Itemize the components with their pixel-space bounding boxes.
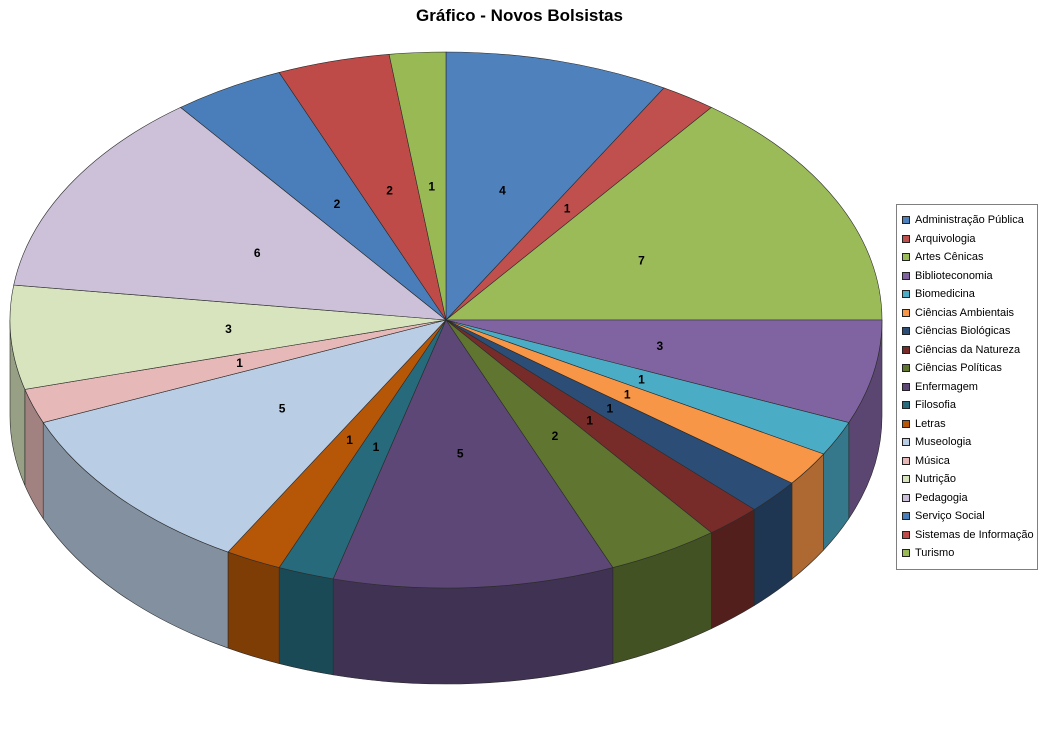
- legend-swatch: [902, 419, 910, 428]
- legend-swatch: [902, 493, 910, 502]
- legend-swatch: [902, 271, 910, 280]
- legend-label: Biomedicina: [915, 288, 975, 301]
- legend-label: Nutrição: [915, 473, 956, 486]
- slice-value-label: 1: [624, 387, 631, 401]
- legend-label: Filosofia: [915, 399, 956, 412]
- slice-value-label: 6: [254, 246, 261, 260]
- slice-value-label: 1: [373, 440, 380, 454]
- legend-swatch: [902, 290, 910, 299]
- legend-label: Ciências da Natureza: [915, 343, 1021, 356]
- slice-value-label: 2: [386, 184, 393, 198]
- slice-value-label: 1: [638, 372, 645, 386]
- slice-value-label: 7: [638, 254, 645, 268]
- legend-label: Música: [915, 454, 950, 467]
- legend-label: Ciências Biológicas: [915, 325, 1011, 338]
- legend-swatch: [902, 345, 910, 354]
- slice-value-label: 2: [552, 429, 559, 443]
- legend-label: Letras: [915, 417, 946, 430]
- legend-label: Arquivologia: [915, 232, 976, 245]
- legend-swatch: [902, 456, 910, 465]
- legend-item: Ciências Ambientais: [902, 304, 1032, 323]
- slice-value-label: 1: [586, 414, 593, 428]
- legend-swatch: [902, 530, 910, 539]
- legend-swatch: [902, 401, 910, 410]
- legend-label: Artes Cênicas: [915, 251, 984, 264]
- pie-slice: [388, 51, 447, 321]
- slice-value-label: 5: [457, 447, 464, 461]
- legend-item: Ciências Biológicas: [902, 322, 1032, 341]
- legend-label: Turismo: [915, 547, 955, 560]
- legend-label: Pedagogia: [915, 491, 968, 504]
- pie-slice: [13, 107, 447, 321]
- legend-label: Biblioteconomia: [915, 269, 993, 282]
- legend-item: Turismo: [902, 544, 1032, 563]
- slice-value-label: 1: [564, 202, 571, 216]
- legend-item: Filosofia: [902, 396, 1032, 415]
- legend-item: Música: [902, 452, 1032, 471]
- legend-swatch: [902, 512, 910, 521]
- legend-swatch: [902, 364, 910, 373]
- pie-slice: [42, 319, 447, 553]
- slice-value-label: 3: [656, 339, 663, 353]
- legend-swatch: [902, 253, 910, 262]
- legend-swatch: [902, 438, 910, 447]
- legend-swatch: [902, 549, 910, 558]
- legend-swatch: [902, 382, 910, 391]
- slice-value-label: 4: [499, 184, 506, 198]
- pie-slice-wall: [227, 551, 280, 664]
- legend-item: Biomedicina: [902, 285, 1032, 304]
- slice-value-label: 1: [428, 179, 435, 193]
- legend-item: Enfermagem: [902, 378, 1032, 397]
- legend-swatch: [902, 308, 910, 317]
- pie-slice: [445, 107, 883, 321]
- slice-value-label: 2: [334, 197, 341, 211]
- legend-label: Sistemas de Informação: [915, 528, 1034, 541]
- legend-item: Arquivologia: [902, 230, 1032, 249]
- slice-value-label: 3: [225, 322, 232, 336]
- legend-swatch: [902, 216, 910, 225]
- pie-slice-wall: [278, 567, 334, 676]
- legend-swatch: [902, 475, 910, 484]
- legend-label: Administração Pública: [915, 214, 1024, 227]
- legend-item: Biblioteconomia: [902, 267, 1032, 286]
- chart-title: Gráfico - Novos Bolsistas: [416, 6, 623, 25]
- pie-slice: [332, 319, 614, 589]
- legend-label: Museologia: [915, 436, 972, 449]
- legend-item: Ciências Políticas: [902, 359, 1032, 378]
- legend-item: Letras: [902, 415, 1032, 434]
- pie-slice: [9, 284, 447, 390]
- legend-item: Sistemas de Informação: [902, 526, 1034, 545]
- legend-swatch: [902, 327, 910, 336]
- pie-slice: [445, 51, 665, 321]
- legend-item: Pedagogia: [902, 489, 1032, 508]
- legend-item: Ciências da Natureza: [902, 341, 1032, 360]
- legend-item: Nutrição: [902, 470, 1032, 489]
- slice-value-label: 1: [346, 433, 353, 447]
- legend-item: Administração Pública: [902, 211, 1032, 230]
- legend-item: Museologia: [902, 433, 1032, 452]
- legend-label: Enfermagem: [915, 380, 978, 393]
- legend-item: Serviço Social: [902, 507, 1032, 526]
- legend-swatch: [902, 234, 910, 243]
- slice-value-label: 5: [279, 401, 286, 415]
- slice-value-label: 1: [236, 356, 243, 370]
- legend-label: Serviço Social: [915, 510, 985, 523]
- legend-label: Ciências Políticas: [915, 362, 1002, 375]
- legend-label: Ciências Ambientais: [915, 306, 1015, 319]
- pie-slice: [445, 319, 883, 423]
- slice-value-label: 1: [607, 401, 614, 415]
- legend: Administração Pública Arquivologia Artes C…: [896, 204, 1038, 570]
- legend-item: Artes Cênicas: [902, 248, 1032, 267]
